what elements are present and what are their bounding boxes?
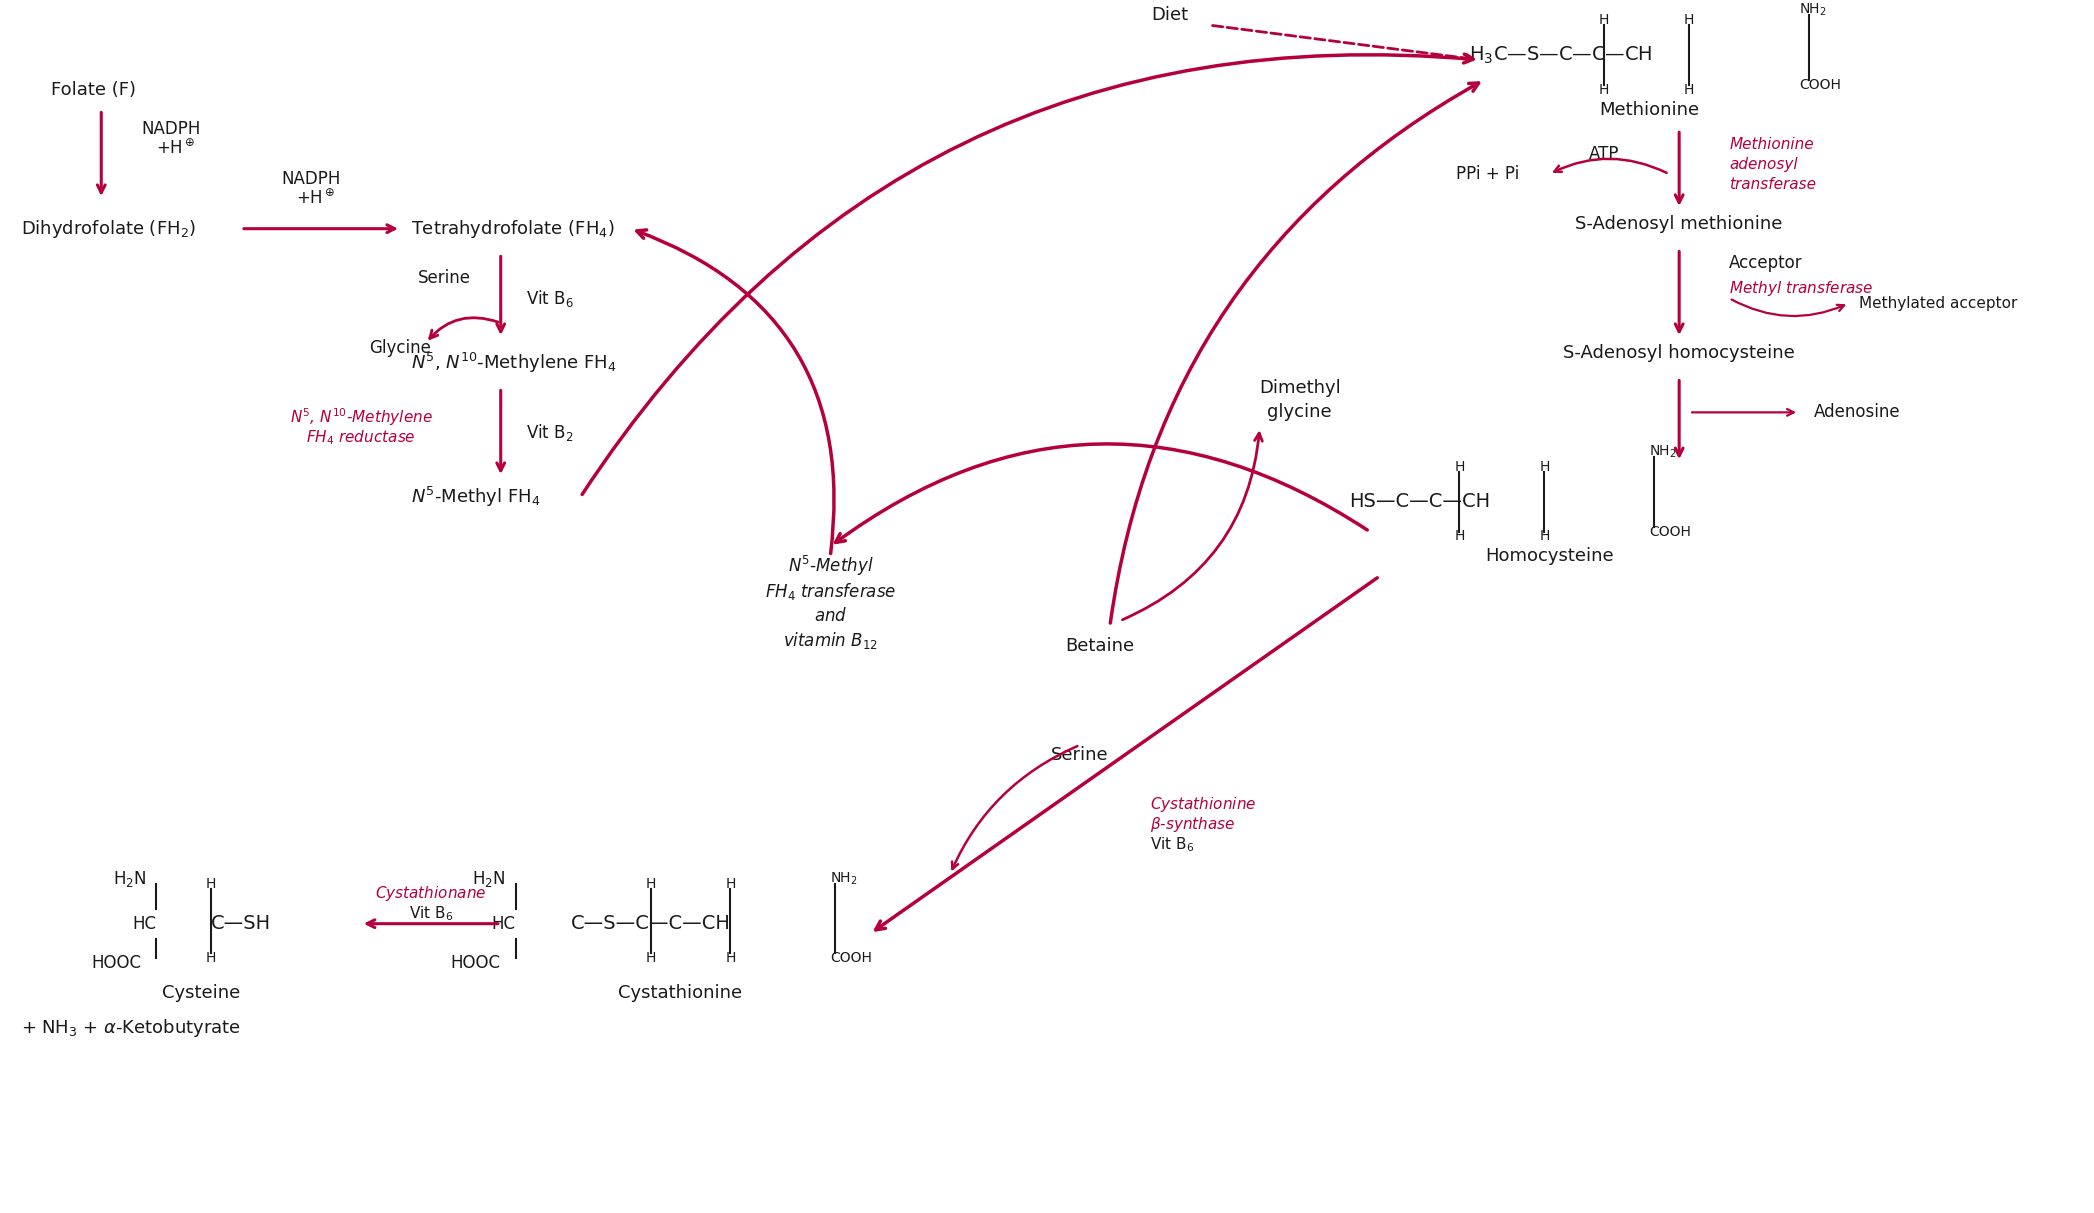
Text: C—S—C—C—CH: C—S—C—C—CH <box>572 915 731 933</box>
Text: Folate (F): Folate (F) <box>52 81 136 98</box>
Text: $\beta$-$synthase$: $\beta$-$synthase$ <box>1150 815 1235 833</box>
Text: HC: HC <box>492 915 515 933</box>
Text: COOH: COOH <box>1650 524 1692 539</box>
Text: H: H <box>1684 82 1694 97</box>
Text: H: H <box>1600 82 1610 97</box>
Text: glycine: glycine <box>1267 404 1332 421</box>
Text: Adenosine: Adenosine <box>1813 404 1901 421</box>
Text: Dimethyl: Dimethyl <box>1258 378 1340 397</box>
Text: Methionine: Methionine <box>1600 101 1698 119</box>
Text: $and$: $and$ <box>815 606 846 625</box>
Text: Dihydrofolate (FH$_2$): Dihydrofolate (FH$_2$) <box>21 217 197 240</box>
Text: COOH: COOH <box>1799 78 1841 92</box>
Text: C—SH: C—SH <box>211 915 272 933</box>
Text: Serine: Serine <box>419 269 471 287</box>
Text: Diet: Diet <box>1152 6 1189 24</box>
Text: Vit B$_6$: Vit B$_6$ <box>526 287 574 308</box>
Text: Vit B$_6$: Vit B$_6$ <box>1150 835 1194 854</box>
Text: HS—C—C—CH: HS—C—C—CH <box>1351 492 1491 511</box>
Text: $N^5$-Methyl FH$_4$: $N^5$-Methyl FH$_4$ <box>410 485 540 508</box>
Text: H: H <box>645 877 655 892</box>
Text: Methylated acceptor: Methylated acceptor <box>1859 296 2017 311</box>
Text: Cysteine: Cysteine <box>161 984 241 1002</box>
Text: H: H <box>725 877 735 892</box>
Text: +H$^\oplus$: +H$^\oplus$ <box>295 189 335 209</box>
Text: Vit B$_2$: Vit B$_2$ <box>526 422 574 443</box>
Text: H: H <box>1539 529 1550 543</box>
Text: NH$_2$: NH$_2$ <box>1650 444 1677 460</box>
Text: $Cystathionane$: $Cystathionane$ <box>375 884 486 904</box>
Text: H: H <box>205 951 216 966</box>
Text: $Methyl\ transferase$: $Methyl\ transferase$ <box>1730 279 1874 297</box>
Text: $Cystathionine$: $Cystathionine$ <box>1150 795 1256 814</box>
Text: transferase: transferase <box>1730 177 1815 192</box>
Text: H$_2$N: H$_2$N <box>473 869 507 889</box>
Text: H$_3$C—S—C—C—CH: H$_3$C—S—C—C—CH <box>1470 45 1652 66</box>
Text: Cystathionine: Cystathionine <box>618 984 743 1002</box>
Text: + NH$_3$ + $\alpha$-Ketobutyrate: + NH$_3$ + $\alpha$-Ketobutyrate <box>21 1016 241 1038</box>
Text: H: H <box>1684 13 1694 27</box>
Text: Homocysteine: Homocysteine <box>1485 547 1614 565</box>
Text: H$_2$N: H$_2$N <box>113 869 147 889</box>
Text: H: H <box>205 877 216 892</box>
Text: $vitamin\ B_{12}$: $vitamin\ B_{12}$ <box>783 631 877 651</box>
Text: +H$^\oplus$: +H$^\oplus$ <box>157 139 195 159</box>
Text: H: H <box>1600 13 1610 27</box>
Text: H: H <box>1539 460 1550 474</box>
Text: H: H <box>725 951 735 966</box>
Text: HOOC: HOOC <box>92 955 140 973</box>
Text: S-Adenosyl methionine: S-Adenosyl methionine <box>1575 215 1782 233</box>
Text: Betaine: Betaine <box>1066 637 1135 655</box>
Text: NH$_2$: NH$_2$ <box>831 871 859 887</box>
Text: COOH: COOH <box>831 951 873 966</box>
Text: $N^5$, $N^{10}$-$Methylene$: $N^5$, $N^{10}$-$Methylene$ <box>289 406 431 428</box>
Text: Glycine: Glycine <box>369 338 431 357</box>
Text: H: H <box>645 951 655 966</box>
Text: Tetrahydrofolate (FH$_4$): Tetrahydrofolate (FH$_4$) <box>410 217 616 240</box>
Text: H: H <box>1453 460 1464 474</box>
Text: PPi + Pi: PPi + Pi <box>1455 165 1520 183</box>
Text: H: H <box>1453 529 1464 543</box>
Text: HOOC: HOOC <box>450 955 500 973</box>
Text: $N^5$, $N^{10}$-Methylene FH$_4$: $N^5$, $N^{10}$-Methylene FH$_4$ <box>410 351 616 375</box>
Text: Vit B$_6$: Vit B$_6$ <box>408 905 452 923</box>
Text: S-Adenosyl homocysteine: S-Adenosyl homocysteine <box>1564 343 1795 361</box>
Text: adenosyl: adenosyl <box>1730 156 1799 172</box>
Text: $FH_4$ $reductase$: $FH_4$ $reductase$ <box>306 428 417 446</box>
Text: Acceptor: Acceptor <box>1730 255 1803 273</box>
Text: $FH_4$ $transferase$: $FH_4$ $transferase$ <box>764 581 896 602</box>
Text: NADPH: NADPH <box>281 170 341 188</box>
Text: HC: HC <box>132 915 157 933</box>
Text: ATP: ATP <box>1589 146 1619 164</box>
Text: Serine: Serine <box>1051 746 1108 764</box>
Text: NADPH: NADPH <box>140 120 201 138</box>
Text: $N^5$-$Methyl$: $N^5$-$Methyl$ <box>787 554 873 579</box>
Text: NH$_2$: NH$_2$ <box>1799 2 1826 18</box>
Text: Methionine: Methionine <box>1730 137 1813 152</box>
